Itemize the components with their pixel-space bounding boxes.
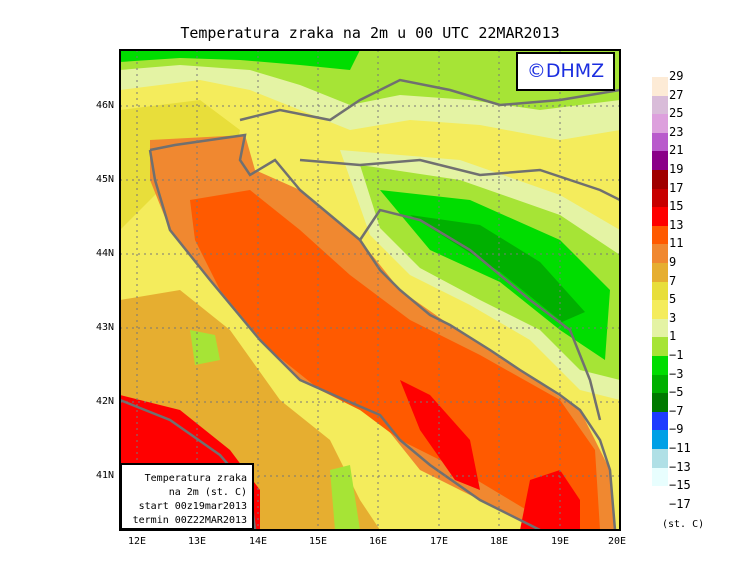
legend-label: 27 [669,87,684,102]
sea-inner [190,190,600,530]
sea-red-patch-south [520,470,580,530]
legend-label: 11 [669,236,684,251]
legend-swatch [652,393,668,413]
lat-label: 41N [96,470,115,481]
legend-label: 25 [669,106,684,121]
sea-red-patch [400,380,480,490]
legend-swatch [652,263,668,283]
legend-label: 1 [669,329,677,344]
legend-label: −15 [669,478,691,493]
legend-label: 15 [669,199,684,214]
lon-label: 16E [369,536,388,547]
legend-label: −3 [669,366,684,381]
legend-label: 19 [669,162,684,176]
legend-swatch [652,300,668,320]
legend-units: (st. C) [662,519,705,530]
lat-label: 45N [96,174,115,185]
lon-label: 19E [551,536,570,547]
legend-swatch [652,225,668,245]
legend-swatch [652,467,668,487]
legend-swatch [652,151,668,171]
legend-label: 3 [669,310,677,325]
legend-label: −1 [669,348,684,362]
legend-label: 29 [669,69,684,83]
legend-label: −5 [669,385,684,400]
legend-swatch [652,281,668,301]
legend-swatch [652,170,668,190]
legend-label: 23 [669,124,684,139]
lat-label: 43N [96,322,115,333]
legend-swatch [652,114,668,134]
lon-label: 13E [188,536,207,547]
legend-label: −17 [669,496,691,511]
legend-label: 7 [669,273,677,288]
legend-label: −11 [669,441,691,455]
lon-label: 12E [128,536,147,547]
legend-swatch [652,132,668,152]
legend-swatch [652,244,668,264]
italy-green-patch-south [330,465,360,530]
legend-swatch [652,449,668,469]
lon-label: 18E [490,536,509,547]
legend-label: 5 [669,292,677,307]
legend-swatch [652,207,668,227]
legend-label: −7 [669,403,684,418]
north-green [120,50,620,110]
legend-swatch [652,374,668,394]
lon-label: 15E [309,536,328,547]
legend-swatch [652,337,668,357]
legend-swatch [652,95,668,115]
legend-swatch [652,318,668,338]
legend-swatch [652,356,668,376]
lon-label: 14E [249,536,268,547]
lon-label: 17E [430,536,449,547]
lat-label: 42N [96,396,115,407]
legend-swatch [652,411,668,431]
legend-label: 13 [669,217,684,232]
mountain-dark [410,215,585,322]
map-frame [119,49,621,531]
legend-swatch [652,77,668,97]
dhmz-logo: ©DHMZ [516,52,615,91]
info-line: Temperatura zraka [144,473,247,484]
legend-label: −13 [669,459,691,474]
info-line: start 00z19mar2013 [138,501,247,512]
lon-label: 20E [608,536,627,547]
legend-label: 21 [669,143,684,158]
legend-label: 9 [669,255,677,269]
legend-swatch [652,430,668,450]
legend-label: −9 [669,422,684,437]
info-line: termin 00Z22MAR2013 [132,515,247,526]
legend-swatch [652,486,668,506]
info-line: na 2m (st. C) [168,487,247,498]
info-box: Temperatura zraka na 2m (st. C) start 00… [120,463,254,530]
lat-label: 46N [96,100,115,111]
legend-label: 17 [669,180,684,195]
grid-lines [120,50,620,530]
coastlines [120,78,620,530]
legend-swatch [652,188,668,208]
map-title: Temperatura zraka na 2m u 00 UTC 22MAR20… [180,24,560,42]
alps-green [120,50,360,70]
lat-label: 44N [96,248,115,259]
